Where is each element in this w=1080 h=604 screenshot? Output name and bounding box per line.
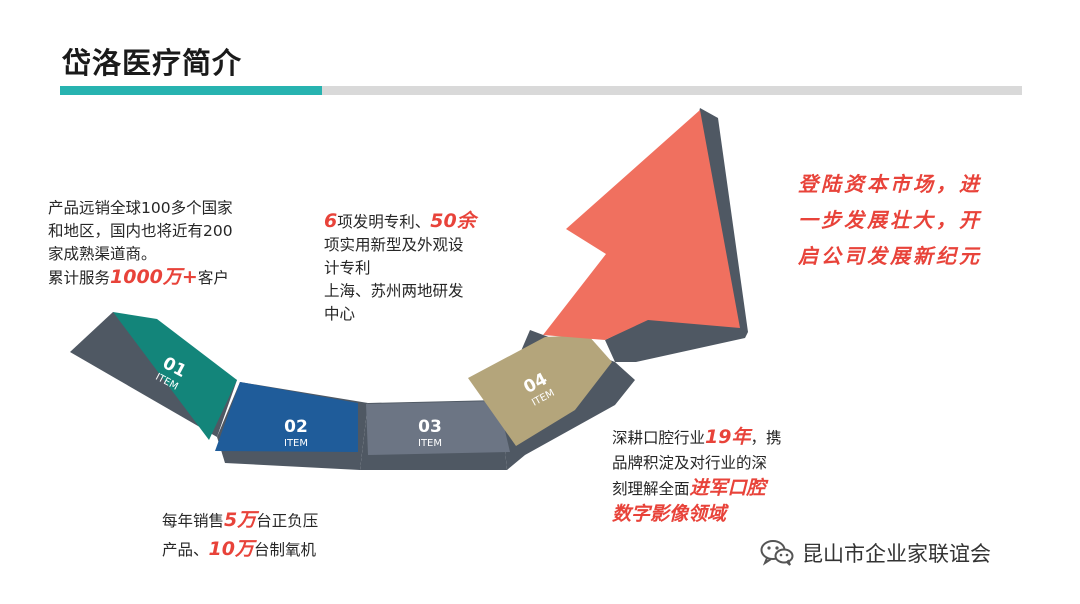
block1-line4-highlight: 1000万+ <box>110 266 198 288</box>
arrow-face <box>543 110 740 340</box>
text-block-annual-sales: 每年销售5万台正负压 产品、10万台制氧机 <box>162 506 318 564</box>
block1-line4-post: 客户 <box>197 269 229 287</box>
block3-line2-post: 台制氧机 <box>253 541 316 559</box>
step2-item-text: ITEM <box>284 438 308 449</box>
text-block-dental: 深耕口腔行业19年，携 品牌积淀及对行业的深 刻理解全面进军口腔 数字影像领域 <box>612 425 781 528</box>
step2-face <box>215 382 358 452</box>
watermark: 昆山市企业家联谊会 <box>760 538 991 568</box>
block4-line1-pre: 深耕口腔行业 <box>612 429 706 447</box>
block3-line2-highlight: 10万 <box>208 538 254 560</box>
block4-line3: 刻理解全面进军口腔 <box>612 476 781 502</box>
slogan-line2: 一步发展壮大，开 <box>798 208 982 232</box>
block4-line1: 深耕口腔行业19年，携 <box>612 425 781 451</box>
block2-line5: 中心 <box>324 305 356 323</box>
step4-face <box>468 335 612 446</box>
block2-line2: 项实用新型及外观设 <box>324 236 464 254</box>
text-block-global-sales: 产品远销全球100多个国家 和地区，国内也将近有200 家成熟渠道商。 累计服务… <box>48 197 233 290</box>
block3-line1-highlight: 5万 <box>224 509 257 531</box>
block4-line3-pre: 刻理解全面 <box>612 480 690 498</box>
slogan-line3: 启公司发展新纪元 <box>798 244 982 268</box>
step2-label: 02 ITEM <box>284 417 308 449</box>
step3-item-text: ITEM <box>418 438 442 449</box>
block4-line4: 数字影像领域 <box>612 502 781 528</box>
block2-line1: 6项发明专利、50余 <box>324 210 476 234</box>
watermark-text: 昆山市企业家联谊会 <box>802 542 991 566</box>
block3-line1-pre: 每年销售 <box>162 512 225 530</box>
slogan-line1: 登陆资本市场，进 <box>798 172 982 196</box>
step3-label: 03 ITEM <box>418 417 442 449</box>
block1-line4-pre: 累计服务 <box>48 269 111 287</box>
block1-line4: 累计服务1000万+客户 <box>48 266 233 290</box>
step1-face <box>113 312 237 440</box>
block1-line2: 和地区，国内也将近有200 <box>48 222 233 240</box>
block4-line1-highlight: 19年 <box>705 426 751 448</box>
step2-number: 02 <box>284 417 308 437</box>
step3-number: 03 <box>418 417 442 437</box>
wechat-icon <box>760 540 794 566</box>
text-block-patents: 6项发明专利、50余 项实用新型及外观设 计专利 上海、苏州两地研发 中心 <box>324 210 476 326</box>
block4-line1-post: ，携 <box>750 429 782 447</box>
block1-line1: 产品远销全球100多个国家 <box>48 199 233 217</box>
page-title: 岱洛医疗简介 <box>62 46 243 80</box>
block2-line4: 上海、苏州两地研发 <box>324 282 464 300</box>
block2-line3: 计专利 <box>324 259 371 277</box>
block3-line1: 每年销售5万台正负压 <box>162 506 318 535</box>
block2-line1-hl1: 6 <box>324 210 338 232</box>
slogan-text: 登陆资本市场，进 一步发展壮大，开 启公司发展新纪元 <box>798 166 982 274</box>
block4-line4-highlight: 数字影像领域 <box>612 503 727 525</box>
block4-line3-highlight: 进军口腔 <box>689 477 766 499</box>
block3-line2: 产品、10万台制氧机 <box>162 535 318 564</box>
block3-line1-post: 台正负压 <box>256 512 319 530</box>
title-underline <box>60 86 1022 95</box>
step3-face <box>366 401 510 455</box>
block4-line2: 品牌积淀及对行业的深 <box>612 454 768 472</box>
block2-line1-mid: 项发明专利、 <box>337 213 431 231</box>
block2-line1-hl2: 50余 <box>430 210 476 232</box>
block3-line2-pre: 产品、 <box>162 541 209 559</box>
block1-line3: 家成熟渠道商。 <box>48 245 157 263</box>
